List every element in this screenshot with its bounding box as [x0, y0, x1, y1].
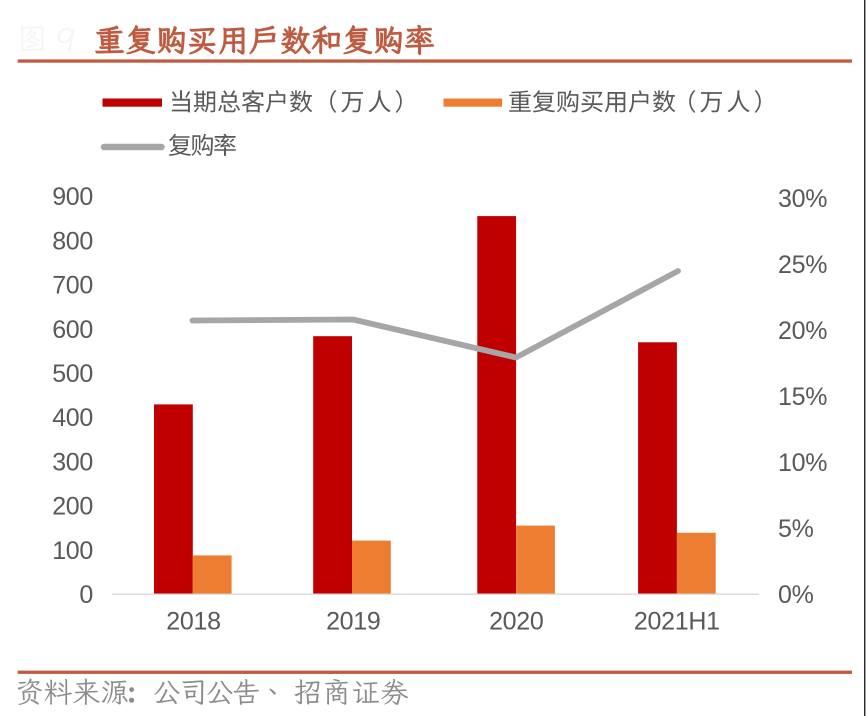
- svg-text:20%: 20%: [778, 317, 827, 345]
- svg-text:2021H1: 2021H1: [634, 608, 720, 636]
- svg-text:100: 100: [52, 537, 93, 565]
- svg-text:200: 200: [52, 493, 93, 521]
- svg-text:400: 400: [52, 404, 93, 432]
- svg-text:30%: 30%: [778, 185, 827, 213]
- svg-text:10%: 10%: [778, 449, 827, 477]
- svg-text:700: 700: [52, 272, 93, 300]
- svg-text:15%: 15%: [778, 383, 827, 411]
- svg-text:0: 0: [79, 581, 93, 609]
- svg-text:300: 300: [52, 448, 93, 476]
- svg-text:25%: 25%: [778, 251, 827, 279]
- svg-text:500: 500: [52, 360, 93, 388]
- svg-text:2018: 2018: [166, 608, 220, 636]
- svg-text:600: 600: [52, 316, 93, 344]
- svg-text:900: 900: [52, 183, 93, 211]
- svg-text:0%: 0%: [778, 581, 814, 609]
- svg-text:2019: 2019: [326, 608, 380, 636]
- svg-text:2020: 2020: [489, 608, 543, 636]
- svg-text:5%: 5%: [778, 515, 814, 543]
- svg-text:800: 800: [52, 227, 93, 255]
